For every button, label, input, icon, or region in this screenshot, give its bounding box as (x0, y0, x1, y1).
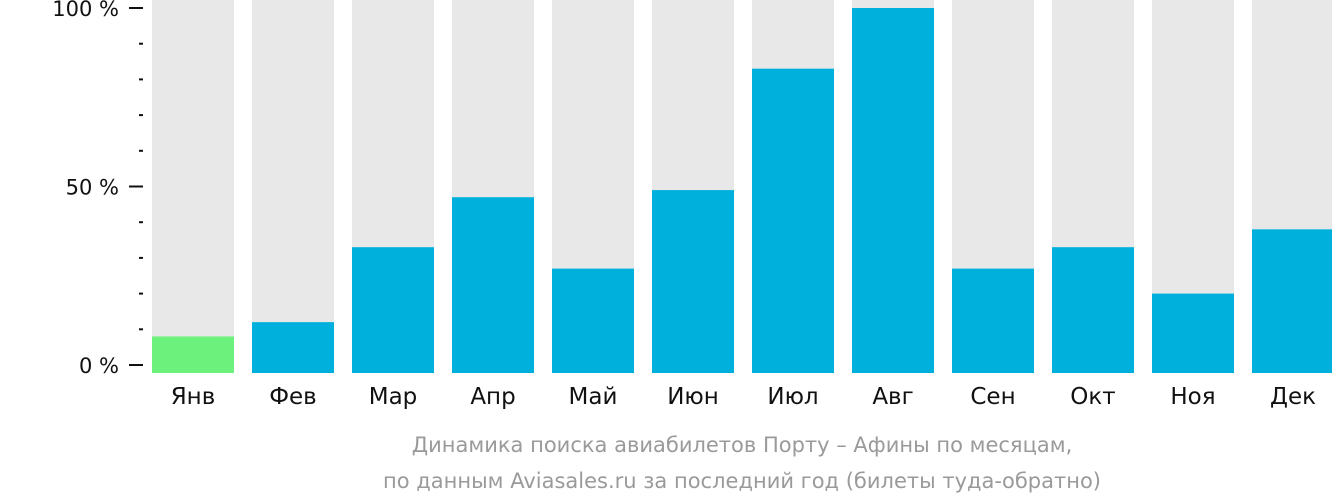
y-tick-label: 100 % (52, 0, 119, 21)
bar-month-6[interactable] (652, 190, 734, 373)
x-axis-labels: Янв Фев Мар Апр Май Июн Июл Авг Сен Окт Ноя Дек (171, 384, 1316, 410)
bar-month-12[interactable] (1252, 229, 1332, 373)
x-tick-label-month-2: Фев (269, 384, 317, 410)
chart-caption-line2: по данным Aviasales.ru за последний год … (383, 469, 1101, 493)
y-tick-label: 50 % (66, 176, 119, 200)
chart-caption-line1: Динамика поиска авиабилетов Порту – Афин… (412, 433, 1073, 457)
bar-month-4[interactable] (452, 197, 534, 373)
bar-track-month-2 (252, 0, 334, 373)
x-tick-label-month-10: Окт (1070, 384, 1115, 410)
x-tick-label-month-12: Дек (1270, 384, 1316, 410)
bar-track-month-1 (152, 0, 234, 373)
bar-month-5[interactable] (552, 268, 634, 373)
x-tick-label-month-3: Мар (369, 384, 418, 410)
bar-month-11[interactable] (1152, 293, 1234, 373)
x-tick-label-month-8: Авг (872, 384, 913, 410)
y-tick-label: 0 % (79, 354, 119, 378)
bar-month-7[interactable] (752, 68, 834, 373)
bar-month-8[interactable] (852, 8, 934, 373)
x-tick-label-month-7: Июл (767, 384, 818, 410)
bar-month-1[interactable] (152, 336, 234, 373)
x-tick-label-month-6: Июн (667, 384, 719, 410)
x-tick-label-month-1: Янв (171, 384, 216, 410)
x-tick-label-month-5: Май (569, 384, 618, 410)
bar-month-2[interactable] (252, 322, 334, 373)
bar-month-9[interactable] (952, 268, 1034, 373)
x-tick-label-month-4: Апр (470, 384, 515, 410)
y-axis: 0 % 50 % 100 % (52, 0, 143, 378)
bar-month-3[interactable] (352, 247, 434, 373)
x-tick-label-month-11: Ноя (1170, 384, 1215, 410)
x-tick-label-month-9: Сен (970, 384, 1015, 410)
bar-month-10[interactable] (1052, 247, 1134, 373)
bars (152, 8, 1332, 373)
